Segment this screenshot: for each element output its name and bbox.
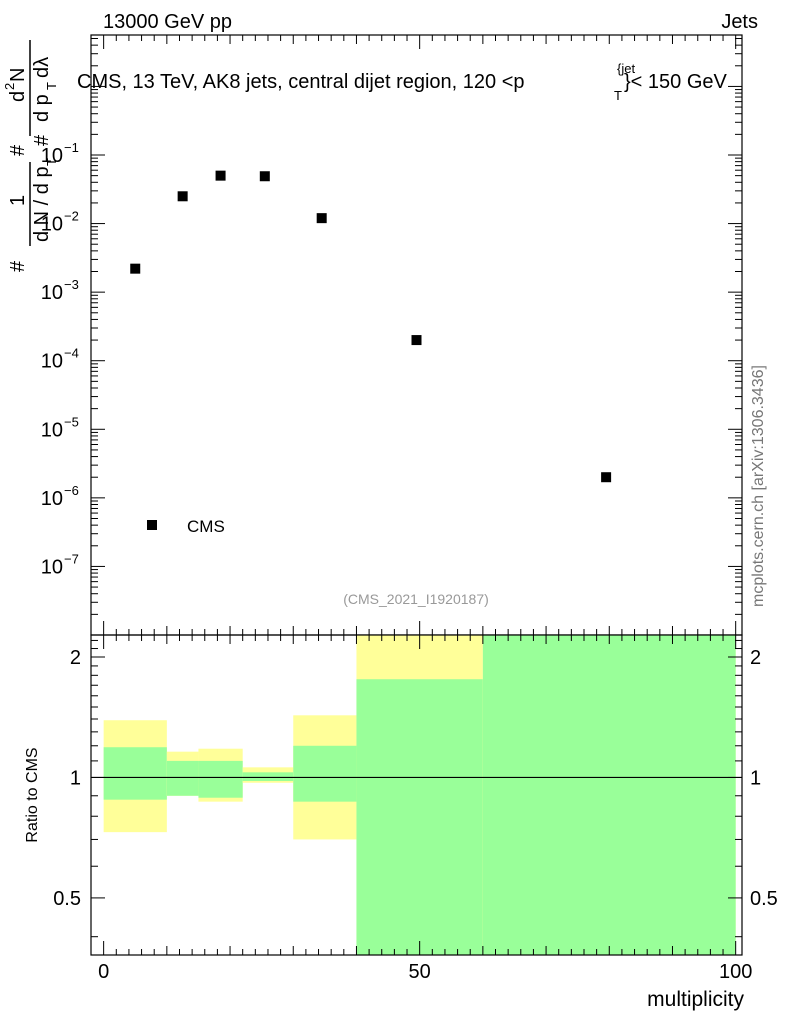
x-tick-label: 100 (719, 961, 752, 983)
ratio-y-tick-label-left: 0.5 (53, 888, 81, 910)
y-axis-label-top: # 1 d N / d p T # d 2 N # d p T dλ (2, 40, 59, 272)
analysis-id-label: (CMS_2021_I1920187) (343, 591, 489, 607)
data-point-cms (215, 170, 226, 181)
ratio-y-tick-label-right: 0.5 (750, 888, 778, 910)
ylabel-denominator-sub: T (44, 158, 59, 166)
data-point-cms (177, 191, 188, 202)
y-tick-label-exponent: −6 (64, 483, 79, 498)
ratio-band-inner (293, 745, 357, 802)
legend: CMS (147, 517, 225, 536)
ratio-band-inner (482, 635, 736, 955)
header-right-label: Jets (721, 11, 758, 33)
ratio-band-inner (242, 772, 294, 781)
data-point-cms (130, 263, 141, 274)
x-tick-label: 0 (98, 961, 109, 983)
y-tick-label: 10 (41, 145, 63, 167)
data-point-cms (259, 171, 270, 182)
ratio-y-tick-label-left: 1 (70, 767, 81, 789)
ylabel-denominator: d N / d p (31, 166, 53, 242)
ylabel-denominator-2-tail: dλ (31, 57, 53, 78)
ratio-band-inner (103, 747, 167, 800)
ylabel-hash-2: # (7, 144, 29, 156)
ratio-band-inner (198, 760, 243, 798)
title-subscript: T (614, 88, 622, 103)
ylabel-hash-1: # (7, 260, 29, 272)
y-tick-label: 10 (41, 488, 63, 510)
data-point-cms (316, 213, 327, 224)
ratio-y-tick-label-left: 2 (70, 647, 81, 669)
y-tick-label-exponent: −4 (64, 346, 79, 361)
y-tick-label: 10 (41, 351, 63, 373)
ratio-plot-panel: 0.5 0.5 1 1 2 2 0 50 100 (53, 634, 778, 983)
legend-label: CMS (187, 517, 225, 536)
ylabel-denominator-2: d p (31, 94, 53, 122)
y-tick-label: 10 (41, 214, 63, 236)
x-tick-label: 50 (409, 961, 431, 983)
ylabel-numerator: d (7, 91, 29, 102)
title-tail: }< 150 GeV (624, 71, 728, 93)
ratio-band-inner (356, 679, 483, 955)
title-main: CMS, 13 TeV, AK8 jets, central dijet reg… (77, 71, 525, 93)
ratio-plot-frame (90, 634, 743, 956)
x-axis-label: multiplicity (647, 988, 744, 1011)
y-tick-label-exponent: −5 (64, 414, 79, 429)
title-superscript: {jet (617, 61, 635, 76)
ylabel-numerator-sup: 2 (2, 83, 17, 90)
main-plot-panel: 10−710−610−510−410−310−210−1 (41, 34, 743, 636)
y-axis-label-ratio: Ratio to CMS (24, 747, 41, 842)
y-tick-label-exponent: −7 (64, 551, 79, 566)
data-point-cms (601, 472, 612, 483)
legend-marker (147, 520, 157, 530)
ylabel-denominator-2-sub: T (44, 82, 59, 90)
ylabel-numerator-N: N (7, 68, 29, 82)
y-tick-label-exponent: −1 (64, 140, 79, 155)
plot-title: CMS, 13 TeV, AK8 jets, central dijet reg… (77, 61, 728, 103)
y-tick-label: 10 (41, 556, 63, 578)
y-tick-label-exponent: −2 (64, 209, 79, 224)
ratio-y-tick-label-right: 2 (750, 647, 761, 669)
y-tick-label: 10 (41, 419, 63, 441)
ylabel-hash-3: # (31, 134, 53, 146)
ratio-band-inner (166, 760, 199, 796)
y-tick-label-exponent: −3 (64, 277, 79, 292)
y-tick-label: 10 (41, 282, 63, 304)
side-watermark-label: mcplots.cern.ch [arXiv:1306.3436] (750, 365, 767, 607)
header-left-label: 13000 GeV pp (103, 11, 232, 33)
ratio-y-tick-label-right: 1 (750, 767, 761, 789)
main-plot-frame (90, 34, 743, 636)
ylabel-one: 1 (7, 195, 29, 206)
data-point-cms (411, 335, 422, 346)
